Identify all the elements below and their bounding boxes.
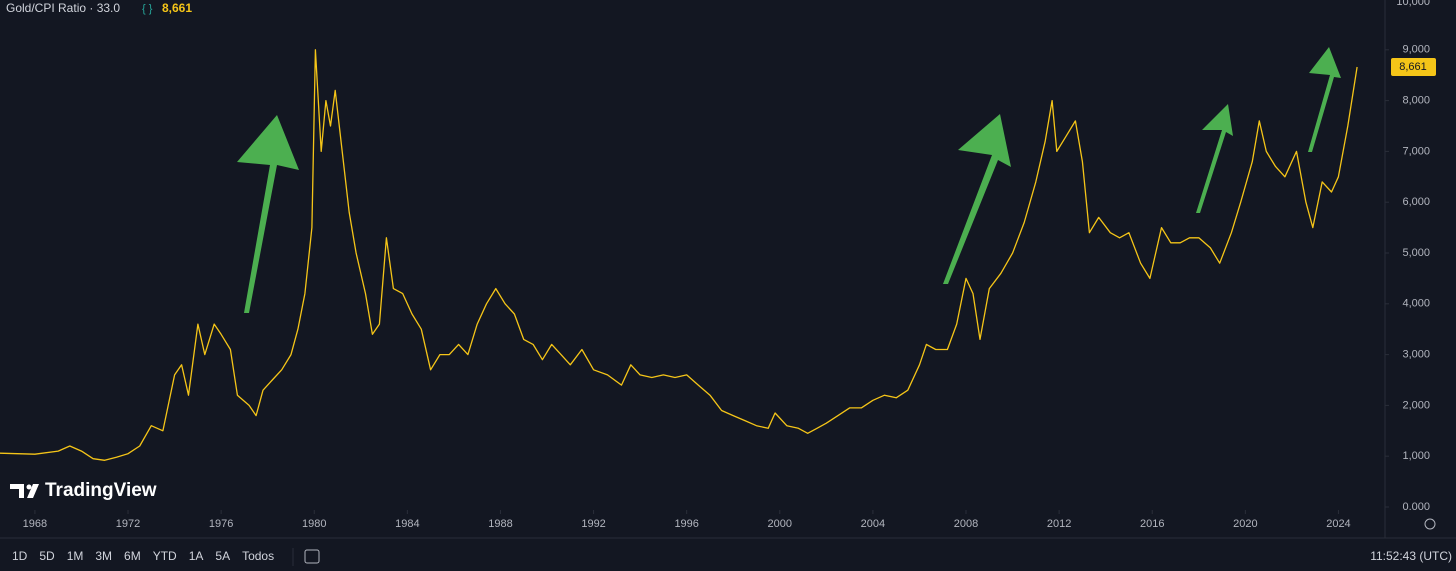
logo-shape xyxy=(10,484,24,498)
x-tick-label: 1984 xyxy=(395,518,419,530)
range-button[interactable]: 1A xyxy=(189,549,204,563)
legend-value: 8,661 xyxy=(162,1,192,15)
range-button[interactable]: 1D xyxy=(12,549,28,563)
x-tick-label: 1968 xyxy=(23,518,47,530)
date-range-icon[interactable] xyxy=(304,549,320,564)
x-tick-label: 1980 xyxy=(302,518,326,530)
logo-shape xyxy=(27,484,39,498)
x-tick-label: 1976 xyxy=(209,518,233,530)
x-tick-label: 2008 xyxy=(954,518,978,530)
y-tick-label: 10,000 xyxy=(1396,0,1430,8)
x-tick-label: 1996 xyxy=(674,518,698,530)
toolbar: 1D 5D 1M 3M 6M YTD 1A 5A Todos xyxy=(12,549,274,563)
y-tick-label: 2,000 xyxy=(1402,399,1430,411)
x-tick-label: 2012 xyxy=(1047,518,1071,530)
chart-title: Gold/CPI Ratio · 33.0 xyxy=(6,1,120,15)
y-tick-label: 1,000 xyxy=(1402,450,1430,462)
x-tick-label: 2020 xyxy=(1233,518,1257,530)
price-tag xyxy=(1391,58,1436,77)
brand-name: TradingView xyxy=(45,480,157,501)
range-button[interactable]: Todos xyxy=(242,549,274,563)
x-tick-label: 2000 xyxy=(768,518,792,530)
range-button[interactable]: 5A xyxy=(215,549,230,563)
y-tick-label: 0.000 xyxy=(1402,501,1430,513)
clock: 11:52:43 (UTC) xyxy=(1370,549,1452,563)
status-icon: { } xyxy=(142,3,153,15)
range-button[interactable]: 5D xyxy=(39,549,55,563)
arrow xyxy=(237,115,299,313)
y-tick-label: 7,000 xyxy=(1402,145,1430,157)
y-tick-label: 9,000 xyxy=(1402,44,1430,56)
price-tag-label: 8,661 xyxy=(1399,61,1427,73)
y-tick-label: 4,000 xyxy=(1402,298,1430,310)
settings-icon[interactable] xyxy=(1424,518,1436,530)
logo-dot xyxy=(26,484,32,490)
y-tick-label: 3,000 xyxy=(1402,349,1430,361)
range-button[interactable]: YTD xyxy=(153,549,177,563)
y-tick-label: 5,000 xyxy=(1402,247,1430,259)
x-tick-label: 1988 xyxy=(488,518,512,530)
x-tick-label: 2016 xyxy=(1140,518,1164,530)
y-tick-label: 6,000 xyxy=(1402,196,1430,208)
range-button[interactable]: 6M xyxy=(124,549,141,563)
brand-logo: TradingView xyxy=(10,480,157,501)
x-tick-label: 2004 xyxy=(861,518,885,530)
y-tick-label: 8,000 xyxy=(1402,95,1430,107)
arrow xyxy=(1196,104,1233,213)
plot: 0.000 1,000 2,000 3,000 4,000 5,000 6,000 7,000… xyxy=(0,0,1436,530)
x-tick-label: 2024 xyxy=(1326,518,1350,530)
range-button[interactable]: 3M xyxy=(95,549,112,563)
x-tick-label: 1972 xyxy=(116,518,140,530)
arrow xyxy=(943,114,1011,284)
range-button[interactable]: 1M xyxy=(67,549,84,563)
price-line xyxy=(0,49,1358,461)
x-tick-label: 1992 xyxy=(581,518,605,530)
arrow xyxy=(1308,47,1341,152)
